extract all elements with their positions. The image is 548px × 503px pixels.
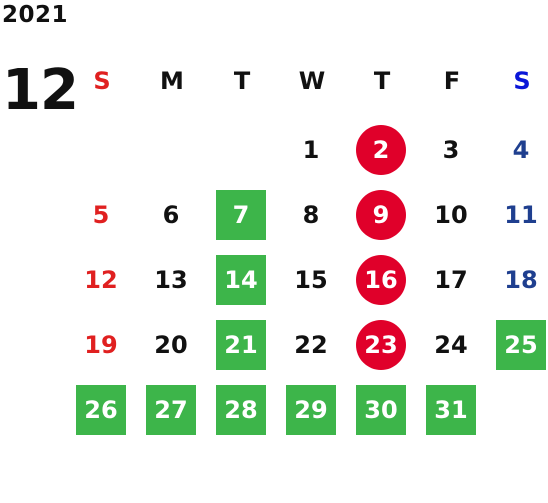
calendar-day: 29 — [286, 385, 336, 435]
weekday-header: T — [233, 67, 251, 95]
calendar-day: 1 — [302, 136, 320, 164]
calendar-day: 13 — [154, 266, 188, 294]
calendar-day: 26 — [76, 385, 126, 435]
calendar-day: 2 — [356, 125, 406, 175]
calendar-day: 23 — [356, 320, 406, 370]
calendar-day: 10 — [434, 201, 468, 229]
calendar-day: 11 — [504, 201, 538, 229]
calendar-day: 16 — [356, 255, 406, 305]
calendar-day: 20 — [154, 331, 188, 359]
calendar-day: 6 — [162, 201, 180, 229]
calendar-day: 14 — [216, 255, 266, 305]
calendar-day: 3 — [442, 136, 460, 164]
calendar-year: 2021 — [2, 2, 69, 28]
calendar-day: 17 — [434, 266, 468, 294]
calendar-day: 9 — [356, 190, 406, 240]
weekday-header: M — [160, 67, 184, 95]
calendar-day: 4 — [512, 136, 530, 164]
weekday-header: W — [298, 67, 326, 95]
calendar-day: 15 — [294, 266, 328, 294]
calendar-day: 19 — [84, 331, 118, 359]
calendar-day: 8 — [302, 201, 320, 229]
calendar-day: 21 — [216, 320, 266, 370]
calendar-day: 18 — [504, 266, 538, 294]
weekday-header: F — [443, 67, 461, 95]
calendar-day: 25 — [496, 320, 546, 370]
weekday-header: T — [373, 67, 391, 95]
calendar-day: 24 — [434, 331, 468, 359]
calendar-day: 5 — [92, 201, 110, 229]
calendar-day: 28 — [216, 385, 266, 435]
calendar-day: 31 — [426, 385, 476, 435]
calendar-day: 7 — [216, 190, 266, 240]
calendar-day: 27 — [146, 385, 196, 435]
weekday-header: S — [93, 67, 111, 95]
calendar-day: 30 — [356, 385, 406, 435]
calendar-month: 12 — [2, 58, 79, 123]
calendar-day: 12 — [84, 266, 118, 294]
weekday-header: S — [513, 67, 531, 95]
calendar-day: 22 — [294, 331, 328, 359]
